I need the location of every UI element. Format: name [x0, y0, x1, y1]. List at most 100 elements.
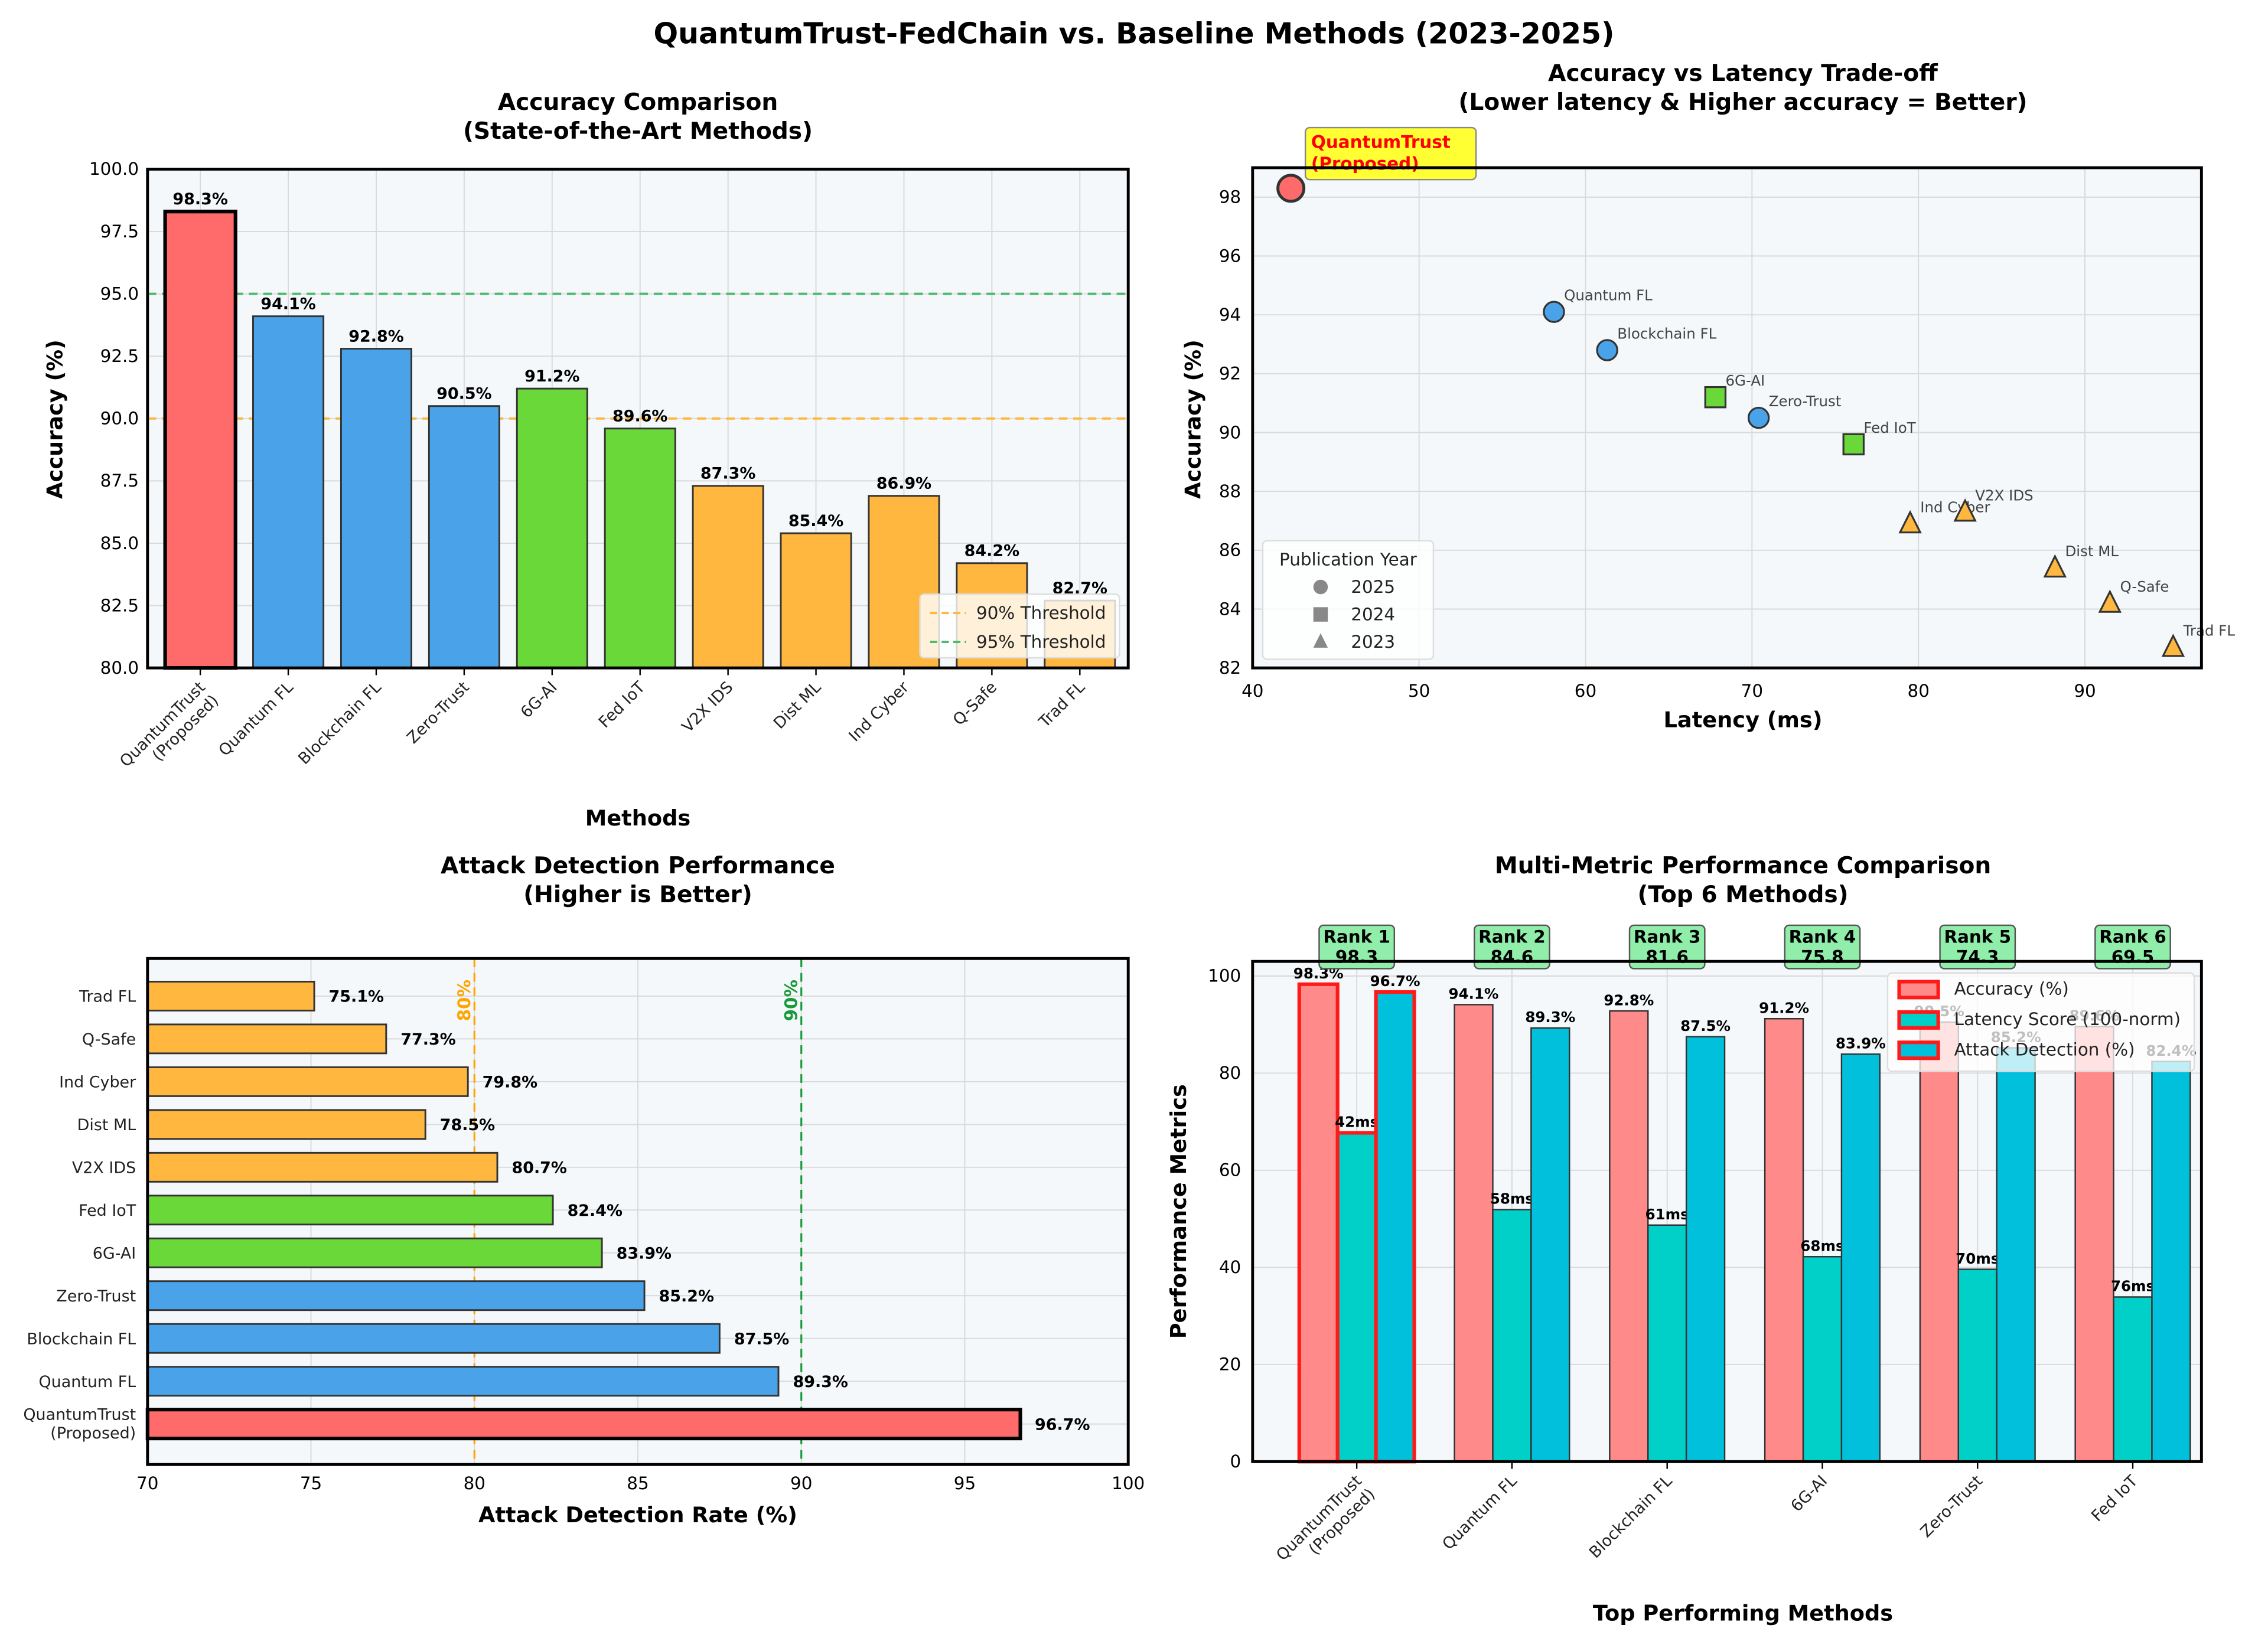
bar-value-label: 75.1%	[329, 988, 384, 1006]
bar-value-label: 76ms	[2111, 1278, 2155, 1295]
chart-title: Multi-Metric Performance Comparison (Top …	[1495, 853, 1992, 908]
x-tick-label: Quantum FL	[1439, 1472, 1520, 1554]
point-annotation: Q-Safe	[2120, 578, 2169, 595]
chart-title: Accuracy vs Latency Trade-off (Lower late…	[1458, 60, 2027, 116]
y-tick-label: 20	[1219, 1355, 1241, 1375]
legend-box	[919, 593, 1120, 659]
chart-title: Accuracy Comparison (State-of-the-Art Met…	[463, 89, 813, 145]
bar	[692, 485, 764, 669]
bar-value-label: 86.9%	[876, 474, 931, 492]
x-tick-label: QuantumTrust(Proposed)	[1273, 1472, 1379, 1578]
bar-value-label: 82.4%	[568, 1202, 623, 1220]
bar	[146, 1109, 426, 1140]
reference-line-label: 80%	[454, 980, 474, 1021]
point-annotation: Blockchain FL	[1617, 325, 1716, 342]
point-annotation: Trad FL	[2183, 622, 2236, 639]
plot-frame	[146, 168, 1130, 670]
x-tick-label: 70	[136, 1473, 158, 1493]
x-tick-label: Fed IoT	[595, 678, 649, 732]
y-tick-label: 90.0	[100, 409, 139, 429]
highlight-label: QuantumTrust (Proposed)	[1311, 132, 1451, 174]
y-tick-label: 6G-AI	[93, 1245, 136, 1263]
bar-value-label: 87.5%	[1680, 1017, 1731, 1035]
bar-latency-score	[1647, 1224, 1687, 1463]
y-tick-label: 98	[1219, 187, 1241, 207]
point-annotation: Quantum FL	[1564, 287, 1653, 304]
bar	[146, 1366, 780, 1397]
rank-label: Rank 4	[1789, 926, 1856, 947]
rank-badge: Rank 198.3	[1318, 924, 1396, 970]
legend-label: 90% Threshold	[976, 603, 1106, 623]
rank-badge-box	[1784, 924, 1861, 970]
y-tick-label: Zero-Trust	[56, 1287, 136, 1306]
x-tick-label: 50	[1408, 681, 1430, 701]
y-tick-label: 88	[1219, 481, 1241, 501]
y-tick-label: Blockchain FL	[27, 1330, 136, 1348]
x-tick-label: Dist ML	[770, 678, 825, 732]
bar	[340, 348, 413, 669]
bar	[252, 315, 325, 669]
y-tick-label: QuantumTrust (Proposed)	[23, 1405, 136, 1443]
rank-score: 69.5	[2111, 947, 2154, 967]
attack-detection-chart: Attack Detection Performance (Higher is B…	[23, 853, 1145, 1528]
bar-value-label: 58ms	[1490, 1190, 1534, 1208]
point-annotation: Dist ML	[2065, 543, 2119, 560]
chart-legend: Publication Year 2025 2024 2023	[1262, 540, 1435, 660]
rank-label: Rank 3	[1634, 926, 1701, 947]
y-tick-label: 92	[1219, 364, 1241, 384]
x-tick-label: 40	[1241, 681, 1263, 701]
x-tick-label: 70	[1741, 681, 1763, 701]
bar	[146, 1023, 387, 1055]
bar-latency-score	[2113, 1296, 2153, 1463]
x-axis-label: Attack Detection Rate (%)	[478, 1502, 797, 1528]
x-tick-label: 60	[1575, 681, 1596, 701]
bar-value-label: 78.5%	[440, 1116, 495, 1134]
legend-swatch	[1897, 1010, 1940, 1030]
bar-value-label: 89.6%	[612, 407, 667, 425]
rank-score: 75.8	[1801, 947, 1843, 967]
scatter-point-triangle	[2043, 554, 2067, 578]
bar-value-label: 87.3%	[700, 465, 755, 483]
bar-value-label: 85.4%	[788, 512, 843, 530]
rank-score: 98.3	[1335, 947, 1378, 967]
scatter-point-circle	[1276, 174, 1306, 203]
y-tick-label: Q-Safe	[82, 1030, 136, 1049]
legend-swatch	[1897, 980, 1940, 1000]
scatter-point-circle	[1596, 339, 1618, 361]
y-tick-label: 82.5	[100, 595, 139, 615]
chart-legend: 90% Threshold 95% Threshold	[919, 593, 1120, 659]
legend-box	[1262, 540, 1435, 660]
y-axis-label: Accuracy (%)	[42, 340, 67, 499]
y-tick-label: Dist ML	[77, 1116, 136, 1134]
bar-latency-score	[1802, 1255, 1843, 1463]
bar-value-label: 94.1%	[1449, 986, 1499, 1003]
legend-label: Accuracy (%)	[1954, 978, 2069, 999]
plot-frame	[146, 957, 1130, 1466]
bar-value-label: 92.8%	[348, 327, 403, 345]
x-tick-label: 75	[300, 1473, 322, 1493]
bar	[146, 1323, 721, 1354]
y-tick-label: 85.0	[100, 533, 139, 553]
bar-latency-score	[1957, 1268, 1997, 1463]
y-tick-label: 92.5	[100, 346, 139, 366]
bar-accuracy	[1764, 1017, 1804, 1463]
bar-latency-score	[1492, 1209, 1532, 1463]
legend-label: 2025	[1351, 577, 1395, 597]
x-tick-label: QuantumTrust(Proposed)	[116, 678, 222, 784]
rank-score: 74.3	[1956, 947, 1999, 967]
bar-attack-detection	[1374, 990, 1416, 1464]
y-tick-label: 94	[1219, 305, 1241, 325]
scatter-point-circle	[1543, 301, 1565, 323]
y-tick-label: 100.0	[89, 159, 139, 179]
x-tick-label: V2X IDS	[679, 678, 737, 736]
y-tick-label: 90	[1219, 422, 1241, 442]
y-tick-label: 60	[1219, 1160, 1241, 1180]
legend-swatch	[1897, 1040, 1940, 1061]
rank-badge: Rank 381.6	[1628, 924, 1706, 970]
bar-value-label: 91.2%	[524, 367, 579, 386]
x-tick-label: 90	[790, 1473, 812, 1493]
point-annotation: 6G-AI	[1725, 372, 1765, 389]
bar-value-label: 98.3%	[172, 190, 227, 208]
bar-accuracy	[1609, 1010, 1649, 1463]
x-tick-label: 90	[2074, 681, 2096, 701]
